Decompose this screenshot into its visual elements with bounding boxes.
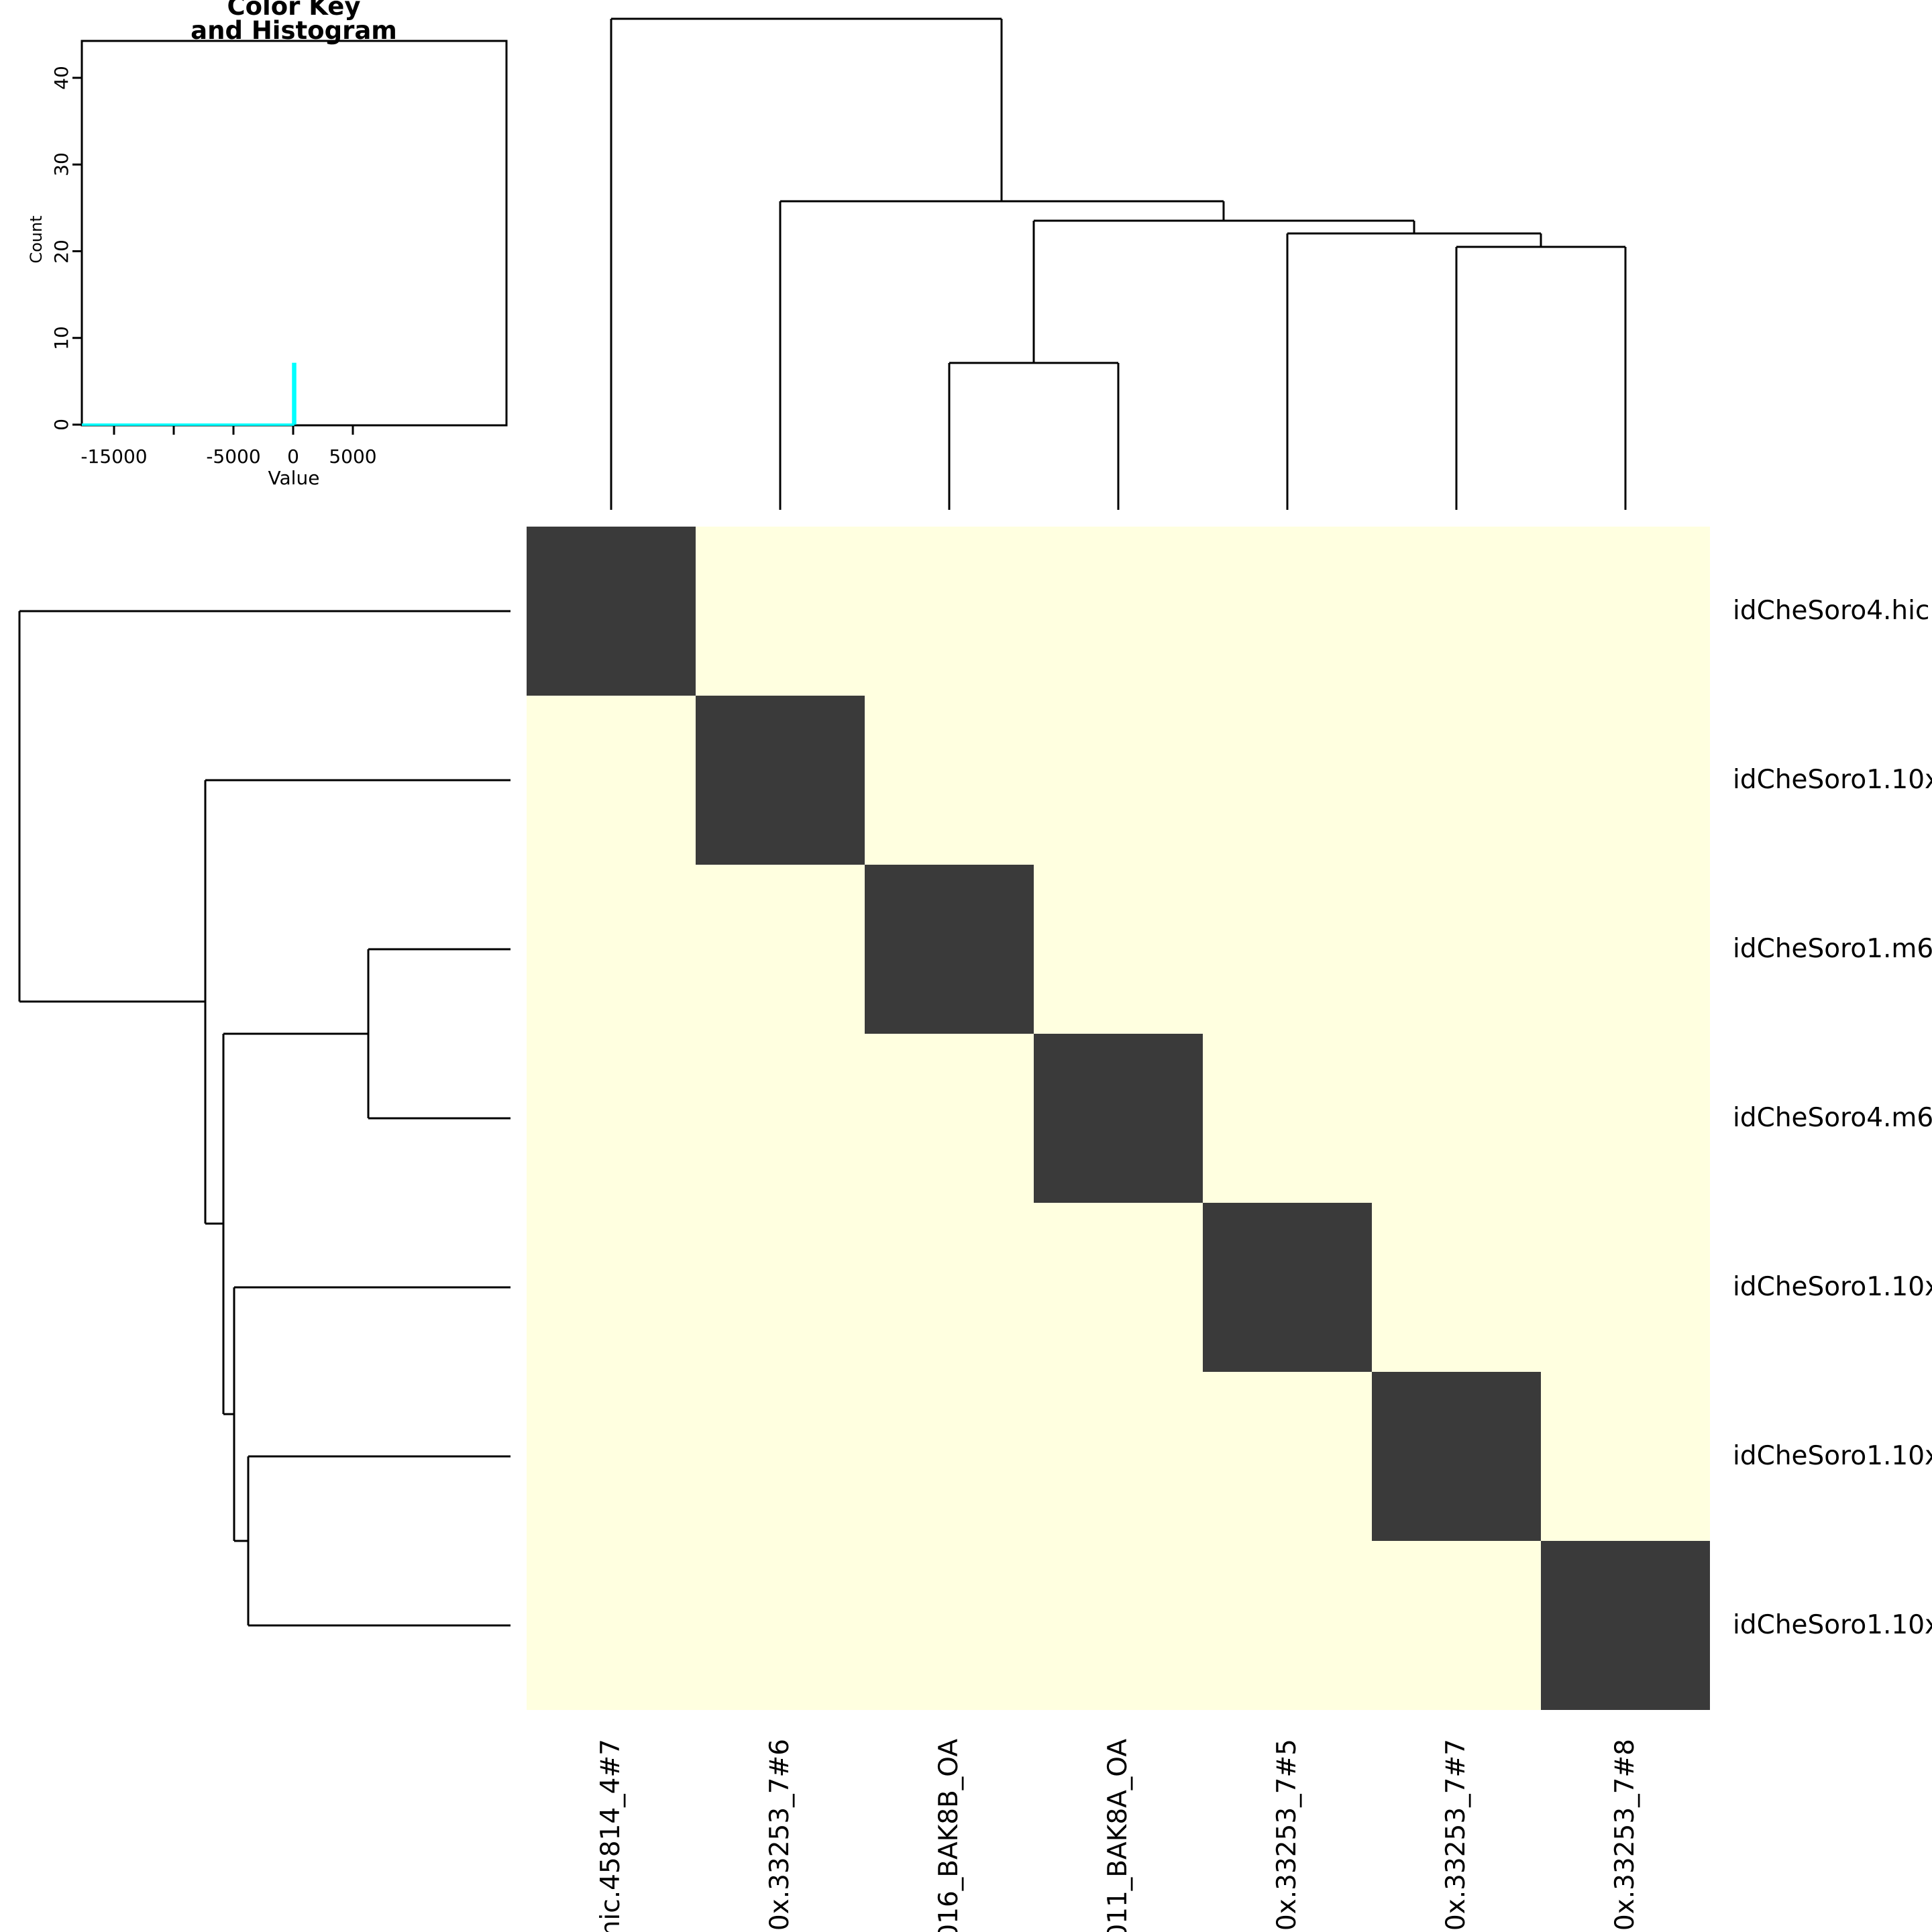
color-key-title: Color Key and Histogram <box>93 0 495 43</box>
heatmap-cell <box>1541 696 1710 865</box>
heatmap-cell <box>1203 696 1372 865</box>
x-tick-label: -5000 <box>206 445 261 468</box>
heatmap-cell <box>1541 1034 1710 1203</box>
heatmap-cell <box>1372 1034 1541 1203</box>
heatmap-cell <box>1034 527 1203 696</box>
heatmap-cell <box>865 1034 1034 1203</box>
histogram-trace <box>82 362 297 426</box>
heatmap-cell <box>527 696 696 865</box>
row-label: idCheSoro4.hic. <box>1733 596 1932 626</box>
color-key-title-line2: and Histogram <box>191 16 397 45</box>
heatmap-cell <box>1372 527 1541 696</box>
heatmap-cell <box>865 527 1034 696</box>
y-tick-label: 30 <box>50 152 72 177</box>
row-label: idCheSoro1.m64 <box>1733 934 1932 964</box>
heatmap-cell <box>1203 1541 1372 1710</box>
column-label: .hic.45814_4#7 <box>596 1739 626 1932</box>
heatmap-cell <box>865 1372 1034 1541</box>
color-key-title-line1: Color Key <box>227 0 361 21</box>
y-tick-label: 20 <box>50 239 72 264</box>
heatmap-cell <box>1203 865 1372 1034</box>
y-tick-label: 10 <box>50 325 72 350</box>
heatmap-cell <box>696 1034 865 1203</box>
column-label: 10x.33253_7#6 <box>765 1739 795 1932</box>
heatmap-cell <box>865 1203 1034 1372</box>
heatmap-cell <box>865 865 1034 1034</box>
heatmap-cell <box>527 865 696 1034</box>
heatmap-cell <box>1372 865 1541 1034</box>
row-label: idCheSoro4.m64 <box>1733 1103 1932 1133</box>
heatmap-cell <box>527 527 696 696</box>
heatmap-cell <box>1541 527 1710 696</box>
heatmap-cell <box>1034 1034 1203 1203</box>
heatmap-cell <box>1203 1372 1372 1541</box>
row-label: idCheSoro1.10x <box>1733 1441 1932 1471</box>
heatmap-cell <box>865 696 1034 865</box>
heatmap-cell <box>1034 1372 1203 1541</box>
heatmap-cell <box>1203 527 1372 696</box>
heatmap-cell <box>696 865 865 1034</box>
heatmap-cell <box>1372 1203 1541 1372</box>
column-label: .011_BAK8A_OA <box>1103 1739 1133 1932</box>
x-tick-label: -15000 <box>80 445 148 468</box>
heatmap-cell <box>527 1541 696 1710</box>
column-label: .016_BAK8B_OA <box>934 1739 964 1932</box>
x-tick-label: 0 <box>287 445 299 468</box>
heatmap-cell <box>527 1372 696 1541</box>
heatmap-cell <box>1541 865 1710 1034</box>
heatmap-cell <box>1372 696 1541 865</box>
column-label: 10x.33253_7#7 <box>1441 1739 1471 1932</box>
column-label: 10x.33253_7#5 <box>1272 1739 1302 1932</box>
y-tick-label: 0 <box>50 419 72 431</box>
y-tick-label: 40 <box>50 66 72 90</box>
heatmap-cell <box>865 1541 1034 1710</box>
heatmap-cell <box>696 696 865 865</box>
x-tick-label: 5000 <box>329 445 377 468</box>
row-label: idCheSoro1.10x <box>1733 1610 1932 1640</box>
heatmap-cell <box>1541 1541 1710 1710</box>
count-axis-label: Count <box>27 215 46 264</box>
column-dendrogram <box>610 17 1627 510</box>
heatmap-cell <box>527 1034 696 1203</box>
heatmap-cell <box>1034 1541 1203 1710</box>
heatmap-cell <box>1203 1034 1372 1203</box>
heatmap-cell <box>696 1203 865 1372</box>
heatmap-cell <box>696 1541 865 1710</box>
heatmap-cell <box>1372 1372 1541 1541</box>
column-label: 10x.33253_7#8 <box>1610 1739 1640 1932</box>
row-dendrogram <box>18 610 511 1627</box>
heatmap-cell <box>1034 865 1203 1034</box>
heatmap-cell <box>1034 696 1203 865</box>
heatmap-cell <box>1203 1203 1372 1372</box>
heatmap-cell <box>696 1372 865 1541</box>
heatmap-cell <box>1372 1541 1541 1710</box>
row-label: idCheSoro1.10x <box>1733 1272 1932 1302</box>
heatmap-cell <box>696 527 865 696</box>
heatmap-cell <box>1541 1372 1710 1541</box>
value-axis-label: Value <box>268 467 320 489</box>
heatmap-cell <box>1034 1203 1203 1372</box>
heatmap-cell <box>1541 1203 1710 1372</box>
heatmap-cell <box>527 1203 696 1372</box>
row-label: idCheSoro1.10x <box>1733 765 1932 795</box>
